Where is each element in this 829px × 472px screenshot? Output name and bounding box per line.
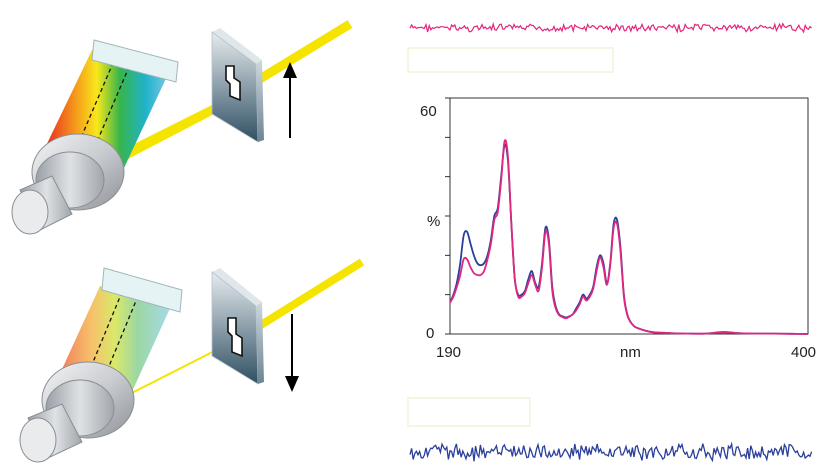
spectrum-chart: 60 0 % 190 400 nm xyxy=(420,97,816,361)
noise-trace-line-bottom xyxy=(409,441,813,463)
x-tick-label-min: 190 xyxy=(436,344,461,361)
dashed-line-upper-b xyxy=(89,59,133,159)
y-axis-ticks xyxy=(445,97,450,335)
slit-aperture-lower xyxy=(227,317,243,358)
slit-plate-edge-upper xyxy=(256,60,264,142)
noise-trace-top xyxy=(407,21,813,73)
detector-assembly-upper xyxy=(11,20,353,235)
noise-trace-line-top xyxy=(409,21,813,34)
slit-plate-edge-lower xyxy=(256,302,264,384)
grating-cap-lower xyxy=(101,267,183,313)
dashed-line-lower-a xyxy=(83,291,123,385)
y-axis-label: % xyxy=(427,213,440,230)
slit-aperture-upper xyxy=(225,65,241,102)
dashed-line-upper-a xyxy=(73,55,117,155)
dashed-line-lower-b xyxy=(99,295,139,389)
series-line-2 xyxy=(449,139,809,335)
arrow-up-icon xyxy=(283,62,297,78)
noise-label-box-top xyxy=(407,47,614,73)
x-axis-label: nm xyxy=(620,344,641,361)
arrow-down-icon xyxy=(285,376,299,392)
plot-area-frame xyxy=(449,97,809,335)
grating-cap-upper xyxy=(91,39,179,83)
lamp-front-upper xyxy=(11,189,49,235)
noise-label-box-bottom xyxy=(407,397,531,427)
x-tick-label-max: 400 xyxy=(791,344,816,361)
series-group xyxy=(449,139,809,335)
noise-trace-bottom xyxy=(407,397,813,463)
slit-plate-side-lower xyxy=(212,268,262,306)
detector-assembly-lower xyxy=(19,258,365,463)
slit-plate-side-upper xyxy=(212,28,262,64)
y-tick-label-min: 0 xyxy=(426,325,434,342)
lamp-front-lower xyxy=(19,417,57,463)
y-tick-label-max: 60 xyxy=(420,103,437,120)
light-beam-diffracted-upper xyxy=(122,92,241,160)
